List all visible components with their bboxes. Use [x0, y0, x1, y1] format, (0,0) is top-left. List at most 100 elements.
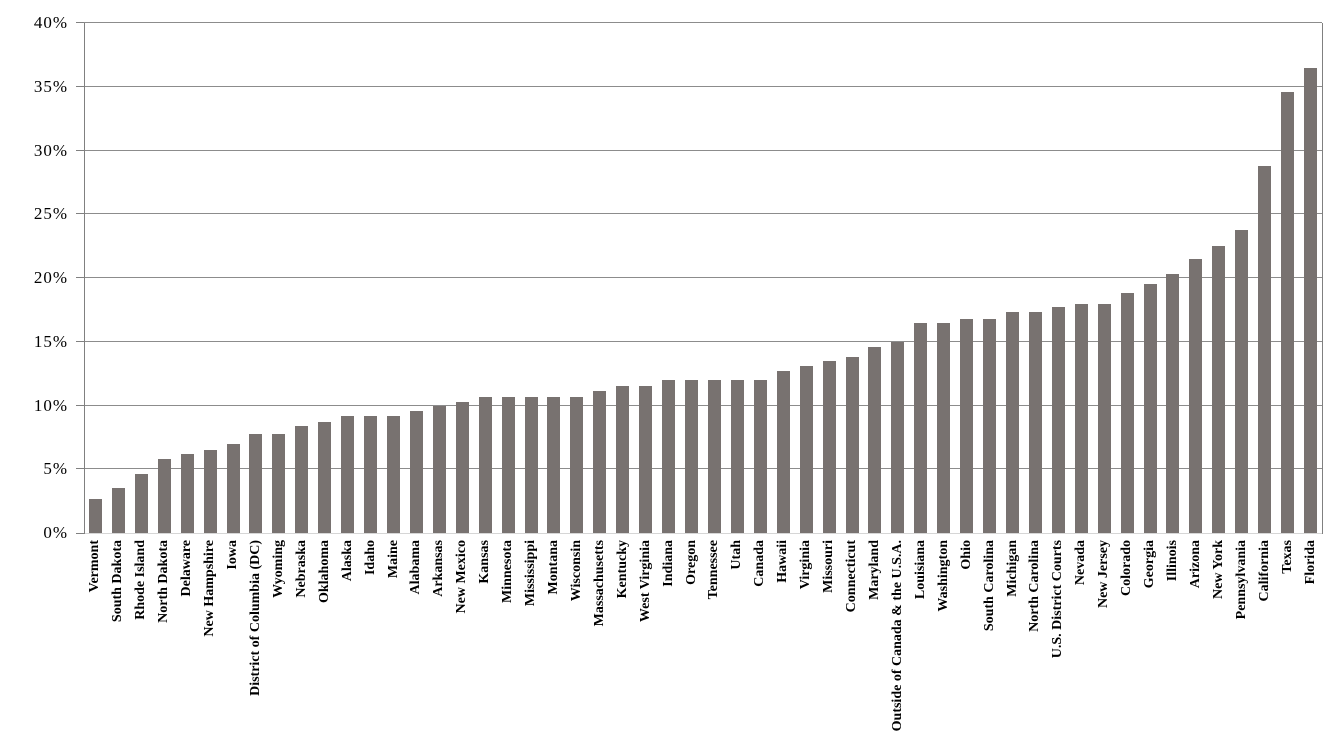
x-axis-category-label: Utah — [729, 540, 745, 570]
y-axis-tick — [76, 468, 84, 470]
x-axis-category-label: Tennessee — [706, 540, 722, 600]
plot-right-border — [1322, 23, 1323, 534]
x-axis-category-label: Wisconsin — [568, 540, 584, 602]
x-axis-category-label: Delaware — [179, 540, 195, 597]
bar — [1028, 312, 1042, 533]
bar — [593, 391, 607, 533]
bar — [341, 415, 355, 533]
bar — [1189, 258, 1203, 533]
gridline — [84, 85, 1322, 87]
bar — [960, 318, 974, 533]
x-axis-category-label: Alaska — [339, 540, 355, 582]
x-axis-baseline — [84, 533, 1322, 534]
gridline — [84, 340, 1322, 342]
y-axis-tick-label: 20% — [33, 268, 68, 287]
y-axis-tick-label: 15% — [33, 331, 68, 351]
x-axis-category-label: Massachusetts — [591, 540, 607, 627]
bar — [891, 341, 905, 533]
gridline — [84, 468, 1322, 470]
bar — [799, 365, 813, 533]
bar — [455, 401, 469, 533]
gridline — [84, 277, 1322, 278]
x-axis-category-label: Nevada — [1073, 540, 1089, 586]
bar — [157, 459, 171, 533]
x-axis-category-label: Wyoming — [270, 540, 286, 598]
x-axis-category-label: California — [1256, 540, 1272, 602]
bars-layer — [84, 23, 1322, 533]
x-axis-category-label: Arizona — [1187, 540, 1203, 589]
bar — [432, 405, 446, 533]
bar — [730, 380, 744, 533]
y-axis-tick-label: 35% — [33, 76, 68, 96]
x-axis-category-label: Outside of Canada & the U.S.A. — [889, 540, 905, 732]
bar — [937, 322, 951, 533]
x-axis-category-label: Minnesota — [500, 540, 516, 603]
x-axis-category-label: Nebraska — [293, 540, 309, 598]
bar — [1074, 303, 1088, 533]
x-axis-category-label: Kentucky — [614, 540, 630, 599]
y-axis-tick — [76, 149, 84, 151]
y-axis-line — [84, 23, 85, 534]
y-axis-tick — [76, 213, 84, 215]
bar — [1097, 303, 1111, 533]
bar — [478, 396, 492, 533]
bar — [822, 360, 836, 533]
x-axis-category-label: South Carolina — [981, 540, 997, 632]
x-axis-category-label: Idaho — [362, 540, 378, 576]
bar — [409, 410, 423, 533]
x-axis-category-label: Kansas — [477, 540, 493, 584]
y-axis-tick — [76, 533, 84, 534]
bar — [753, 380, 767, 533]
bar — [318, 422, 332, 533]
bar — [776, 371, 790, 533]
x-axis-category-label: Illinois — [1164, 540, 1180, 582]
x-axis-category-label: Oregon — [683, 540, 699, 585]
bar — [1166, 274, 1180, 533]
x-axis-category-label: Maryland — [866, 540, 882, 600]
y-axis-tick-label: 5% — [43, 459, 68, 479]
gridline — [84, 149, 1322, 151]
bar — [983, 318, 997, 533]
bar — [501, 396, 515, 533]
x-axis-category-label: Pennsylvania — [1233, 540, 1249, 620]
y-axis-tick — [76, 277, 84, 278]
bar — [134, 474, 148, 533]
y-axis-tick — [76, 85, 84, 87]
bar — [570, 396, 584, 533]
x-axis-category-label: North Carolina — [1027, 540, 1043, 632]
x-axis-category-label: Washington — [935, 540, 951, 612]
bar — [203, 450, 217, 533]
x-axis-category-label: Iowa — [225, 540, 241, 570]
x-axis-category-label: North Dakota — [156, 540, 172, 623]
x-axis-category-label: Maine — [385, 540, 401, 579]
gridline — [84, 22, 1322, 23]
bar — [1120, 293, 1134, 533]
x-axis-category-label: Oklahoma — [316, 540, 332, 604]
bar — [662, 380, 676, 533]
x-axis-category-label: Arkansas — [431, 540, 447, 597]
bar — [272, 433, 286, 533]
x-axis-category-label: Mississippi — [523, 540, 539, 607]
x-axis-category-label: New Jersey — [1096, 540, 1112, 609]
bar — [685, 380, 699, 533]
x-axis-category-label: Alabama — [408, 540, 424, 595]
x-axis-category-label: Vermont — [87, 540, 103, 593]
x-axis-category-label: Virginia — [798, 540, 814, 590]
x-axis-category-label: Louisiana — [912, 540, 928, 600]
bar — [845, 357, 859, 533]
x-axis-category-label: Indiana — [660, 540, 676, 587]
bar — [387, 415, 400, 533]
x-axis-category-label: U.S. District Courts — [1050, 540, 1066, 659]
x-axis-category-label: Florida — [1302, 540, 1318, 585]
y-axis-tick — [76, 22, 84, 23]
bar — [639, 386, 653, 533]
bar — [524, 396, 538, 533]
bar — [1212, 246, 1226, 533]
x-axis-category-label: Rhode Island — [133, 540, 149, 620]
x-axis-category-label: South Dakota — [110, 540, 126, 623]
y-axis-tick-label: 25% — [33, 204, 68, 224]
bar — [547, 396, 561, 533]
bar — [1304, 67, 1318, 533]
bar — [249, 433, 263, 533]
